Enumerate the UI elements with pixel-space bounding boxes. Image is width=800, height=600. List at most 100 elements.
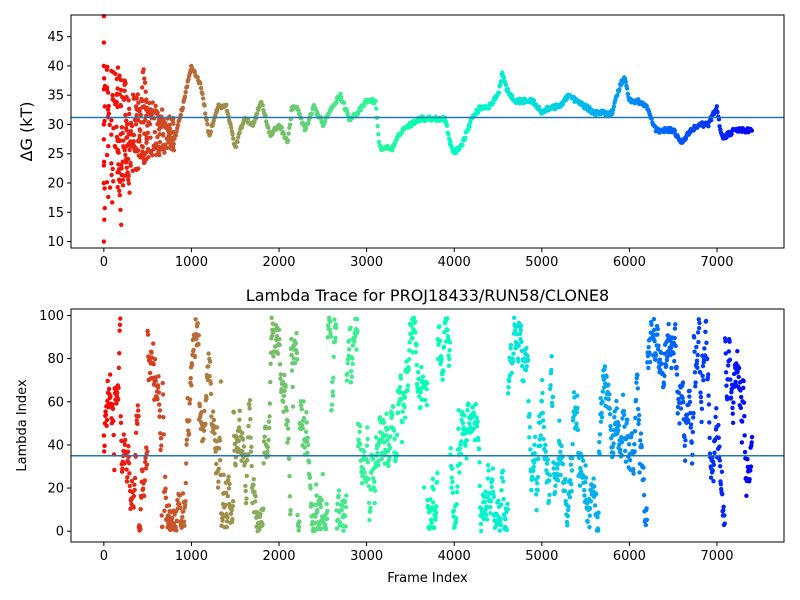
lambda-point bbox=[174, 528, 179, 533]
lambda-point bbox=[244, 458, 250, 463]
lambda-point bbox=[623, 459, 629, 464]
lambda-point bbox=[541, 424, 547, 430]
free-energy-point bbox=[296, 108, 301, 113]
free-energy-point bbox=[157, 132, 162, 137]
lambda-point bbox=[634, 380, 639, 385]
lambda-point bbox=[177, 493, 183, 498]
lambda-point bbox=[125, 475, 130, 480]
lambda-point bbox=[534, 492, 539, 497]
lambda-point bbox=[241, 444, 247, 449]
lambda-point bbox=[483, 512, 489, 518]
lambda-point bbox=[313, 514, 318, 519]
lambda-point bbox=[121, 432, 127, 437]
free-energy-point bbox=[203, 111, 208, 116]
lambda-point bbox=[163, 486, 168, 491]
lambda-point bbox=[692, 370, 698, 375]
lambda-point bbox=[547, 472, 553, 478]
lambda-point bbox=[243, 488, 248, 494]
lambda-point bbox=[308, 486, 313, 491]
lambda-point bbox=[362, 470, 367, 475]
lambda-point bbox=[575, 427, 581, 433]
lambda-point bbox=[233, 463, 238, 468]
lambda-point bbox=[635, 386, 641, 391]
free-energy-point bbox=[339, 95, 344, 100]
lambda-point bbox=[700, 363, 706, 369]
lambda-point bbox=[644, 517, 650, 522]
lambda-point bbox=[260, 521, 265, 527]
lambda-point bbox=[457, 461, 463, 466]
lambda-point bbox=[521, 378, 526, 384]
free-energy-point bbox=[126, 181, 132, 186]
free-energy-point bbox=[123, 156, 129, 162]
lambda-point bbox=[406, 367, 411, 372]
lambda-point bbox=[149, 350, 154, 355]
free-energy-point bbox=[120, 130, 125, 136]
lambda-point bbox=[407, 348, 412, 353]
lambda-point bbox=[738, 405, 744, 411]
free-energy-point bbox=[140, 149, 145, 154]
lambda-point bbox=[672, 326, 678, 331]
free-energy-point bbox=[183, 90, 188, 95]
lambda-point bbox=[447, 348, 452, 353]
lambda-point bbox=[277, 362, 283, 367]
free-energy-point bbox=[126, 173, 131, 179]
free-energy-point bbox=[123, 160, 129, 165]
lambda-point bbox=[532, 451, 538, 456]
x-tick-label: 3000 bbox=[350, 255, 383, 270]
lambda-trace-x-axis-label: Frame Index bbox=[387, 571, 468, 586]
lambda-point bbox=[748, 468, 753, 473]
lambda-point bbox=[330, 393, 336, 398]
lambda-point bbox=[599, 414, 605, 420]
lambda-trace-plot: Lambda Trace for PROJ18433/RUN58/CLONE8 … bbox=[15, 286, 785, 586]
lambda-point bbox=[345, 357, 351, 362]
lambda-point bbox=[282, 388, 287, 394]
lambda-point bbox=[498, 502, 504, 507]
free-energy-point bbox=[287, 122, 293, 127]
lambda-point bbox=[549, 354, 554, 359]
lambda-point bbox=[359, 481, 365, 486]
lambda-point bbox=[518, 323, 524, 328]
lambda-point bbox=[243, 500, 249, 506]
lambda-point bbox=[405, 383, 411, 388]
free-energy-point bbox=[449, 145, 455, 150]
lambda-point bbox=[375, 463, 381, 468]
lambda-point bbox=[553, 483, 558, 489]
free-energy-point bbox=[106, 103, 111, 109]
lambda-point bbox=[742, 433, 747, 438]
free-energy-point bbox=[617, 87, 622, 92]
free-energy-point bbox=[118, 104, 124, 109]
lambda-point bbox=[160, 380, 165, 386]
lambda-point bbox=[688, 410, 693, 416]
free-energy-point bbox=[115, 86, 120, 91]
lambda-point bbox=[435, 470, 440, 476]
lambda-point bbox=[455, 484, 460, 489]
lambda-point bbox=[166, 503, 172, 508]
free-energy-point bbox=[376, 132, 381, 137]
lambda-point bbox=[582, 487, 587, 493]
lambda-point bbox=[416, 394, 422, 399]
lambda-point bbox=[524, 364, 529, 369]
lambda-point bbox=[117, 351, 122, 356]
lambda-point bbox=[438, 338, 443, 344]
lambda-point bbox=[536, 456, 541, 461]
lambda-point bbox=[387, 445, 393, 451]
lambda-point bbox=[357, 429, 362, 435]
lambda-point bbox=[103, 412, 109, 418]
lambda-point bbox=[575, 405, 580, 411]
free-energy-point bbox=[358, 107, 364, 113]
lambda-point bbox=[655, 332, 660, 337]
lambda-point bbox=[188, 375, 193, 381]
free-energy-point bbox=[128, 120, 134, 126]
lambda-point bbox=[120, 466, 125, 471]
lambda-point bbox=[655, 346, 661, 352]
lambda-point bbox=[102, 443, 107, 449]
lambda-point bbox=[413, 349, 418, 355]
lambda-point bbox=[611, 450, 616, 456]
lambda-point bbox=[652, 327, 657, 333]
lambda-point bbox=[580, 458, 586, 463]
lambda-point bbox=[687, 399, 693, 405]
lambda-point bbox=[169, 516, 175, 521]
lambda-point bbox=[329, 408, 334, 413]
free-energy-point bbox=[279, 125, 284, 130]
lambda-point bbox=[662, 351, 667, 356]
